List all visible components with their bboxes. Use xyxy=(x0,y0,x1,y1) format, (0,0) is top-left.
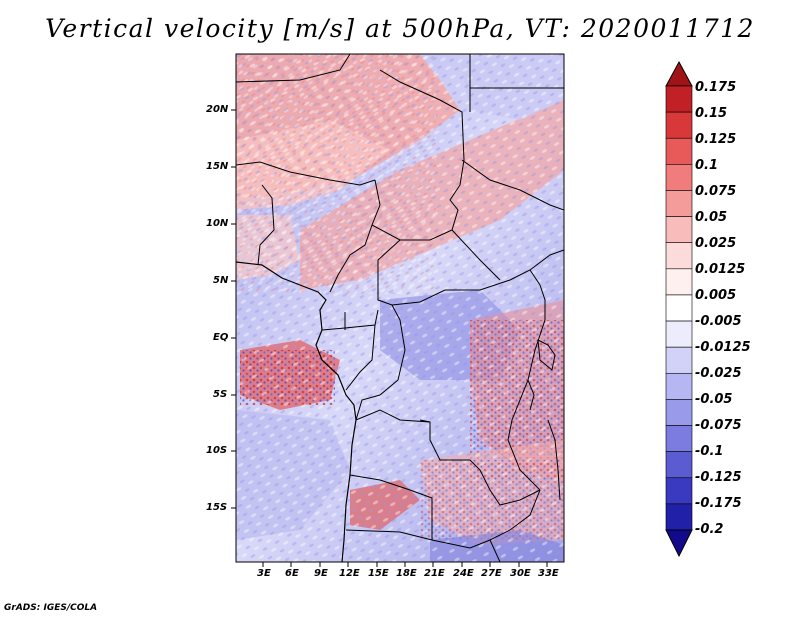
colorbar-label: -0.075 xyxy=(695,418,742,433)
colorbar-swatch xyxy=(665,111,693,139)
colorbar-label: -0.005 xyxy=(695,314,742,329)
colorbar-label: -0.175 xyxy=(695,496,742,511)
lon-label-9e: 9E xyxy=(314,568,328,579)
credit-text: GrADS: IGES/COLA xyxy=(4,603,98,613)
lon-label-6e: 6E xyxy=(285,568,299,579)
colorbar-label: -0.125 xyxy=(695,470,742,485)
lon-label-3e: 3E xyxy=(257,568,271,579)
colorbar-swatch xyxy=(665,268,693,296)
colorbar-label: 0.175 xyxy=(695,80,737,95)
lat-label-10n: 10N xyxy=(206,218,229,229)
colorbar-swatch xyxy=(665,190,693,217)
lat-label-20n: 20N xyxy=(206,104,229,115)
colorbar-label: 0.125 xyxy=(695,132,737,147)
lat-label-eq: EQ xyxy=(213,332,229,343)
colorbar-swatch xyxy=(665,294,693,322)
colorbar-swatch xyxy=(665,242,693,270)
lat-label-15n: 15N xyxy=(206,161,229,172)
colorbar-swatch xyxy=(665,503,693,531)
colorbar-label: 0.15 xyxy=(695,106,728,121)
map-frame xyxy=(235,53,565,563)
colorbar-label: -0.0125 xyxy=(695,340,751,355)
colorbar-swatch xyxy=(665,85,693,113)
colorbar-swatch xyxy=(665,425,693,452)
colorbar-swatch xyxy=(665,346,693,374)
colorbar-label: -0.025 xyxy=(695,366,742,381)
lat-label-5n: 5N xyxy=(213,275,229,286)
colorbar-label: -0.05 xyxy=(695,392,733,407)
lon-label-21e: 21E xyxy=(424,568,445,579)
lat-label-10s: 10S xyxy=(206,445,228,456)
lon-label-27e: 27E xyxy=(481,568,502,579)
colorbar-top-arrow xyxy=(665,60,693,87)
chart-title: Vertical velocity [m/s] at 500hPa, VT: 2… xyxy=(45,14,755,43)
shaded-field xyxy=(236,54,564,562)
lon-label-33e: 33E xyxy=(538,568,559,579)
colorbar-label: -0.1 xyxy=(695,444,724,459)
colorbar-swatch xyxy=(665,399,693,426)
colorbar-label: 0.025 xyxy=(695,236,737,251)
colorbar-swatch xyxy=(665,477,693,505)
lat-label-15s: 15S xyxy=(206,502,228,513)
colorbar-swatch xyxy=(665,137,693,165)
colorbar-swatch xyxy=(665,320,693,348)
colorbar-swatch xyxy=(665,164,693,191)
lon-label-24e: 24E xyxy=(453,568,474,579)
colorbar-label: -0.2 xyxy=(695,522,724,537)
lat-label-5s: 5S xyxy=(213,389,228,400)
lon-label-18e: 18E xyxy=(396,568,417,579)
colorbar-swatch xyxy=(665,451,693,479)
colorbar-label: 0.05 xyxy=(695,210,728,225)
colorbar-label: 0.0125 xyxy=(695,262,746,277)
lon-label-12e: 12E xyxy=(339,568,360,579)
lon-label-30e: 30E xyxy=(510,568,531,579)
country-borders xyxy=(236,54,564,562)
colorbar-label: 0.075 xyxy=(695,184,737,199)
colorbar xyxy=(665,60,693,558)
colorbar-label: 0.005 xyxy=(695,288,737,303)
colorbar-label: 0.1 xyxy=(695,158,719,173)
colorbar-bottom-arrow xyxy=(665,529,693,558)
colorbar-swatch xyxy=(665,372,693,400)
colorbar-swatch xyxy=(665,216,693,244)
axis-ticks xyxy=(231,109,548,567)
lon-label-15e: 15E xyxy=(368,568,389,579)
